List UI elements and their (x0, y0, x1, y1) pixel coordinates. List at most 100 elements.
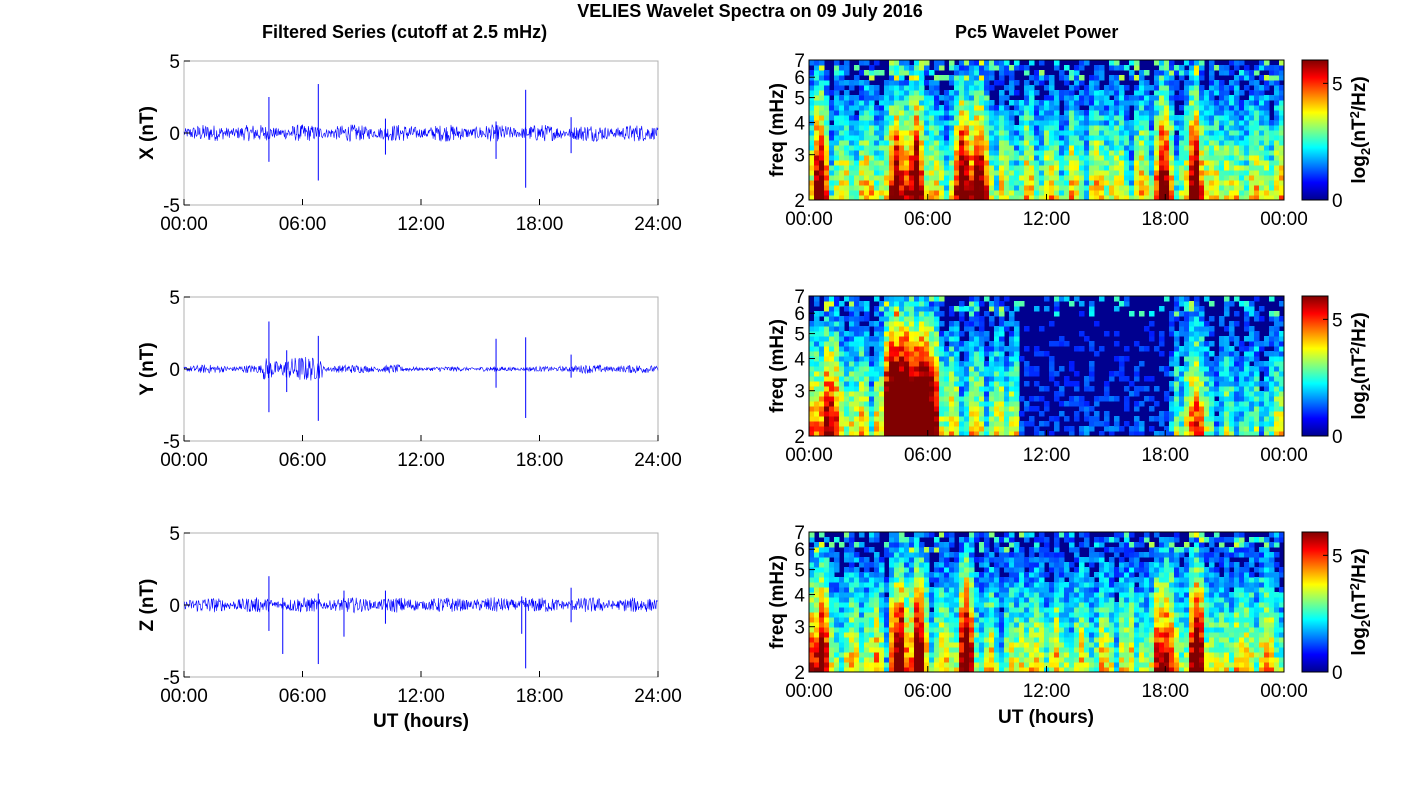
heatmap-cell (979, 426, 985, 432)
heatmap-cell (824, 667, 830, 673)
heatmap-cell (1189, 386, 1195, 392)
heatmap-cell (859, 431, 865, 437)
heatmap-cell (1189, 75, 1195, 81)
heatmap-cell (864, 401, 870, 407)
heatmap-cell (904, 115, 910, 121)
heatmap-cell (1239, 180, 1245, 186)
heatmap-cell (1019, 301, 1025, 307)
heatmap-cell (884, 301, 890, 307)
heatmap-cell (894, 165, 900, 171)
heatmap-cell (1219, 386, 1225, 392)
heatmap-cell (1209, 326, 1215, 332)
heatmap-cell (889, 627, 895, 633)
heatmap-cell (1279, 110, 1285, 116)
colorbar-label-part: 2 (1347, 111, 1362, 118)
heatmap-cell (869, 361, 875, 367)
heatmap-cell (889, 381, 895, 387)
heatmap-cell (879, 170, 885, 176)
heatmap-cell (1149, 165, 1155, 171)
heatmap-cell (904, 356, 910, 362)
heatmap-cell (1239, 160, 1245, 166)
heatmap-cell (1019, 145, 1025, 151)
heatmap-cell (1004, 155, 1010, 161)
heatmap-cell (849, 80, 855, 86)
heatmap-cell (1004, 411, 1010, 417)
heatmap-cell (1024, 105, 1030, 111)
heatmap-cell (1004, 160, 1010, 166)
heatmap-cell (814, 612, 820, 618)
heatmap-cell (1149, 311, 1155, 317)
heatmap-cell (974, 65, 980, 71)
heatmap-cell (859, 356, 865, 362)
heatmap-cell (874, 195, 880, 201)
heatmap-cell (1259, 155, 1265, 161)
heatmap-cell (1204, 401, 1210, 407)
heatmap-cell (1079, 331, 1085, 337)
heatmap-cell (844, 597, 850, 603)
heatmap-cell (869, 562, 875, 568)
heatmap-cell (1199, 60, 1205, 66)
heatmap-cell (904, 396, 910, 402)
heatmap-cell (819, 336, 825, 342)
heatmap-cell (1044, 160, 1050, 166)
heatmap-cell (929, 331, 935, 337)
heatmap-cell (979, 110, 985, 116)
heatmap-cell (874, 180, 880, 186)
heatmap-cell (1019, 150, 1025, 156)
heatmap-cell (819, 391, 825, 397)
heatmap-cell (824, 195, 830, 201)
heatmap-cell (854, 356, 860, 362)
heatmap-cell (1064, 110, 1070, 116)
heatmap-cell (904, 537, 910, 543)
heatmap-cell (914, 336, 920, 342)
heatmap-cell (924, 110, 930, 116)
heatmap-cell (859, 657, 865, 663)
heatmap-cell (974, 406, 980, 412)
heatmap-cell (839, 85, 845, 91)
heatmap-cell (1269, 70, 1275, 76)
heatmap-cell (879, 657, 885, 663)
heatmap-cell (809, 70, 815, 76)
y-tick-label: 2 (794, 427, 805, 448)
heatmap-cell (1229, 190, 1235, 196)
heatmap-cell (974, 130, 980, 136)
heatmap-cell (1119, 366, 1125, 372)
heatmap-cell (809, 175, 815, 181)
heatmap-cell (1164, 60, 1170, 66)
heatmap-cell (904, 90, 910, 96)
heatmap-cell (1139, 185, 1145, 191)
heatmap-cell (814, 185, 820, 191)
heatmap-cell (894, 170, 900, 176)
heatmap-cell (854, 95, 860, 101)
heatmap-cell (1229, 371, 1235, 377)
heatmap-cell (1274, 155, 1280, 161)
heatmap-cell (814, 140, 820, 146)
heatmap-cell (964, 321, 970, 327)
heatmap-cell (1014, 175, 1020, 181)
heatmap-cell (904, 150, 910, 156)
heatmap-cell (1249, 175, 1255, 181)
heatmap-cell (989, 100, 995, 106)
colorbar-label-part: (nT (1349, 354, 1370, 384)
heatmap-cell (814, 361, 820, 367)
heatmap-cell (849, 572, 855, 578)
heatmap-cell (1124, 135, 1130, 141)
heatmap-cell (839, 80, 845, 86)
heatmap-cell (1214, 406, 1220, 412)
heatmap-cell (1219, 421, 1225, 427)
heatmap-cell (1059, 386, 1065, 392)
heatmap-cell (1039, 70, 1045, 76)
heatmap-cell (1069, 100, 1075, 106)
heatmap-cell (859, 562, 865, 568)
heatmap-cell (979, 391, 985, 397)
heatmap-cell (839, 381, 845, 387)
heatmap-cell (974, 150, 980, 156)
heatmap-cell (844, 642, 850, 648)
heatmap-cell (1139, 125, 1145, 131)
heatmap-cell (919, 140, 925, 146)
heatmap-cell (849, 587, 855, 593)
heatmap-cell (984, 150, 990, 156)
heatmap-cell (1224, 120, 1230, 126)
heatmap-cell (889, 652, 895, 658)
heatmap-cell (949, 105, 955, 111)
